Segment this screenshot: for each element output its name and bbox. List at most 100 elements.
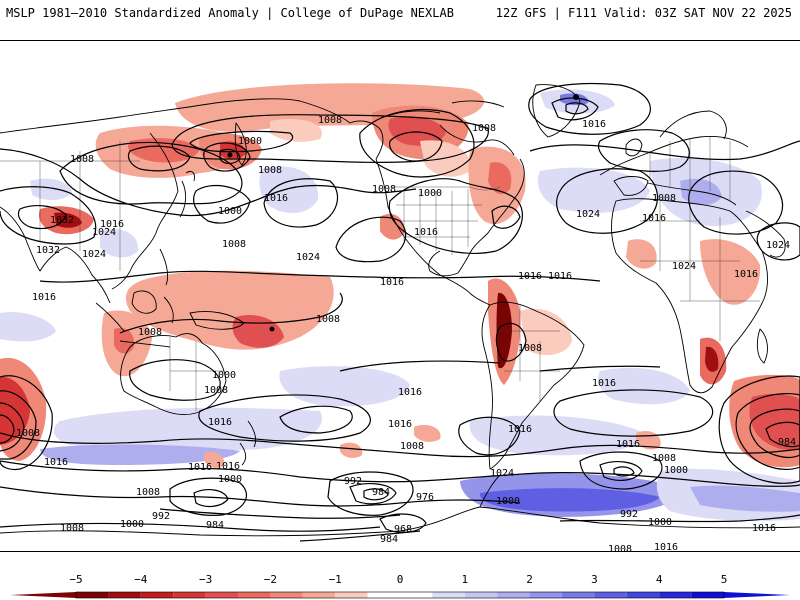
coast-central-america — [439, 274, 491, 306]
contour-label: 992 — [344, 476, 362, 487]
isobar-1008-bering — [551, 97, 599, 121]
contour-label: 1000 — [418, 188, 442, 199]
contour-label: 1016 — [616, 439, 640, 450]
isobar-1000-e-edge-low — [735, 392, 800, 470]
coast-sumatra — [95, 302, 125, 332]
contour-label: 984 — [778, 437, 796, 448]
isobar-1008-w-edge-low — [0, 375, 53, 471]
colorbar-segment — [270, 592, 303, 598]
map-panel[interactable]: 1008 1000 1008 1008 1016 1000 1008 1016 … — [0, 40, 800, 552]
isobar-1024-n-pac — [263, 178, 339, 228]
coast-borneo — [131, 290, 157, 314]
contour-label: 968 — [394, 524, 412, 535]
isobar-1024-e-edge — [756, 222, 800, 261]
coast-australia — [120, 333, 227, 416]
colorbar-tick-label: −2 — [264, 573, 277, 586]
contour-label: 984 — [372, 487, 390, 498]
anomaly-aus-west-core — [114, 327, 135, 354]
colorbar-tick-label: −3 — [199, 573, 212, 586]
isobar-1024-s-pac — [279, 405, 353, 434]
anomaly-so-spot-1 — [204, 451, 225, 468]
isobar-1024-e-pac — [335, 216, 407, 263]
coast-n-america-west — [375, 158, 441, 276]
isobars — [0, 82, 800, 542]
contour-label: 1008 — [652, 453, 676, 464]
border-us-states-2 — [396, 204, 482, 238]
contour-label: 1016 — [518, 271, 542, 282]
isobar-992-w-edge-low — [0, 402, 25, 452]
contour-label: 1016 — [654, 542, 678, 552]
coast-europe — [599, 136, 749, 176]
contour-label: 1008 — [258, 165, 282, 176]
anomaly-brazil — [520, 308, 572, 356]
contour-label: 1024 — [92, 227, 116, 238]
contour-label: 1008 — [652, 193, 676, 204]
coast-hudson — [439, 124, 515, 156]
contour-label: 1000 — [664, 465, 688, 476]
contour-label: 1008 — [316, 314, 340, 325]
colorbar-segment — [464, 592, 498, 598]
contour-label: 1016 — [508, 424, 532, 435]
colorbar-segment — [594, 592, 627, 598]
contour-label: 992 — [152, 511, 170, 522]
colorbar: −5 −4 −3 −2 −1 0 1 2 3 4 5 — [10, 573, 790, 599]
contour-label: 1024 — [672, 261, 696, 272]
anomaly-andes-core — [496, 292, 512, 369]
colorbar-segment — [529, 592, 562, 598]
colorbar-tick-label: −5 — [69, 573, 82, 586]
anomaly-n-pac-pos — [259, 166, 319, 214]
contour-labels: 1008 1000 1008 1008 1016 1000 1008 1016 … — [16, 115, 796, 552]
contour-label: 1000 — [218, 474, 242, 485]
contour-label: 1008 — [222, 239, 246, 250]
contour-label: 1016 — [100, 219, 124, 230]
coast-new-zealand — [239, 420, 257, 466]
contour-label: 992 — [620, 509, 638, 520]
isobar-1008-e-edge-low — [718, 375, 800, 484]
colorbar-segment — [335, 592, 368, 598]
isobar-1008-s-am — [495, 322, 527, 362]
colorbar-segment — [626, 592, 660, 598]
contour-label: 1008 — [400, 441, 424, 452]
coast-asia-east — [111, 132, 179, 290]
contour-label: 1016 — [642, 213, 666, 224]
coast-antarctica — [0, 506, 800, 537]
anomaly-s-pac-pos — [279, 366, 410, 407]
contour-label: 1024 — [82, 249, 106, 260]
colorbar-segment — [76, 592, 109, 598]
colorbar-right-arrow — [724, 592, 790, 598]
anomaly-tibet-core — [54, 212, 82, 228]
contour-label: 1008 — [372, 184, 396, 195]
coast-arabia — [745, 210, 786, 258]
anomaly-s-ind-pos-core — [40, 444, 240, 465]
colorbar-tick-label: 3 — [591, 573, 598, 586]
contour-label: 1008 — [518, 343, 542, 354]
border-us-canada — [392, 186, 501, 191]
contour-label: 984 — [206, 520, 224, 531]
isobar-992-so-1 — [0, 486, 521, 507]
isobar-1000-bering — [565, 102, 589, 115]
contour-label: 1016 — [548, 271, 572, 282]
contour-label: 1016 — [380, 277, 404, 288]
isobar-1008-mongolia-b — [193, 184, 251, 224]
colorbar-segment — [562, 592, 595, 598]
anomaly-n-pac-sib — [270, 119, 322, 142]
coast-philippines — [159, 248, 169, 286]
isobar-984-e-edge-low — [765, 421, 800, 448]
coast-iberia — [613, 176, 649, 196]
colorbar-tick-label: 5 — [721, 573, 728, 586]
coast-india — [0, 206, 111, 304]
contour-label: 1008 — [138, 327, 162, 338]
colorbar-tick-label: 0 — [397, 573, 404, 586]
anomaly-w-ind-pos — [0, 311, 56, 342]
isobar-1008-aus — [129, 359, 221, 401]
isobar-1024-n-atl — [556, 168, 659, 234]
colorbar-segment — [238, 592, 271, 598]
coast-greenland — [532, 84, 581, 138]
contour-label: 1000 — [648, 517, 672, 528]
contour-label: 1008 — [60, 523, 84, 534]
isobar-968-so — [379, 513, 427, 533]
isobar-976-so-low-b — [363, 488, 389, 501]
isobar-984-so-low-b — [349, 483, 397, 505]
isobar-1008-n-atl — [359, 109, 475, 178]
coast-africa — [611, 198, 769, 394]
